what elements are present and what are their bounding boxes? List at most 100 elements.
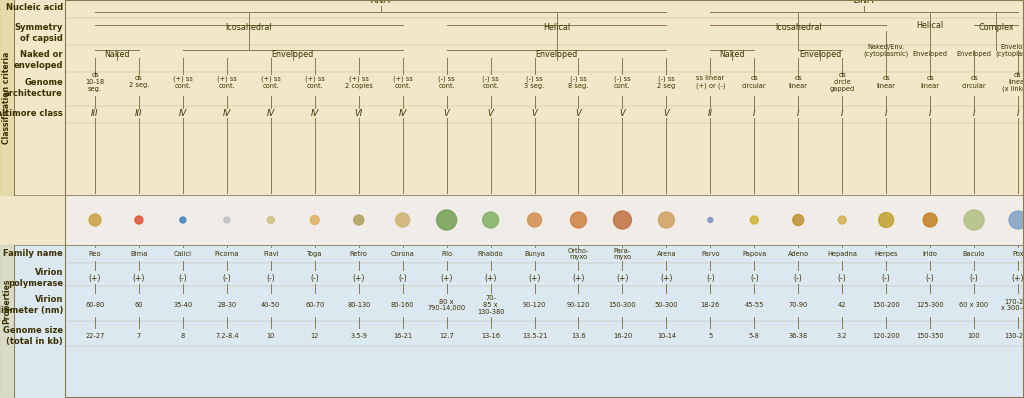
Text: 7: 7 (137, 333, 141, 339)
Text: 13.6: 13.6 (571, 333, 586, 339)
Text: Rhabdo: Rhabdo (478, 251, 504, 257)
Text: Papova: Papova (742, 251, 766, 257)
Text: Naked/Env.
(cytoplasmic): Naked/Env. (cytoplasmic) (863, 43, 908, 57)
Text: 7.2-8.4: 7.2-8.4 (215, 333, 239, 339)
Text: IV: IV (398, 109, 407, 117)
Text: V: V (487, 109, 494, 117)
Text: (+): (+) (528, 273, 541, 283)
Text: Icosahedral: Icosahedral (775, 23, 821, 32)
Text: 125-300: 125-300 (916, 302, 944, 308)
Text: 150-300: 150-300 (608, 302, 636, 308)
Text: Arena: Arena (656, 251, 676, 257)
Text: 130-280: 130-280 (1005, 333, 1024, 339)
Text: V: V (620, 109, 626, 117)
Text: ds
10-18
seg.: ds 10-18 seg. (85, 72, 104, 92)
Text: (-): (-) (926, 273, 935, 283)
Text: Picorna: Picorna (215, 251, 240, 257)
Text: Calici: Calici (174, 251, 191, 257)
Text: 13.5-21: 13.5-21 (522, 333, 547, 339)
Text: IV: IV (179, 109, 187, 117)
Text: 70-90: 70-90 (788, 302, 808, 308)
Text: I: I (797, 109, 800, 117)
Text: Helical: Helical (543, 23, 570, 32)
Circle shape (482, 212, 499, 228)
Text: I: I (1017, 109, 1019, 117)
Circle shape (708, 217, 713, 222)
Text: (+) ss
cont.: (+) ss cont. (393, 75, 413, 89)
Text: 120-200: 120-200 (872, 333, 900, 339)
Text: 16-21: 16-21 (393, 333, 413, 339)
Text: Enveloped
(cytoplasmic): Enveloped (cytoplasmic) (995, 43, 1024, 57)
Text: RNA: RNA (371, 0, 391, 5)
Circle shape (89, 214, 101, 226)
Text: (-): (-) (222, 273, 231, 283)
Text: Enveloped: Enveloped (912, 51, 947, 57)
Text: Parvo: Parvo (701, 251, 720, 257)
Text: Naked: Naked (104, 50, 130, 59)
Text: 60: 60 (135, 302, 143, 308)
Text: (-) ss
cont.: (-) ss cont. (482, 75, 499, 89)
Circle shape (180, 217, 186, 223)
Text: Genome size
(total in kb): Genome size (total in kb) (3, 326, 63, 346)
Text: Retro: Retro (350, 251, 368, 257)
Text: ds
linear: ds linear (788, 76, 808, 88)
Text: (+): (+) (89, 273, 101, 283)
Text: Corona: Corona (391, 251, 415, 257)
Text: VI: VI (354, 109, 362, 117)
Text: V: V (664, 109, 670, 117)
Text: III: III (91, 109, 98, 117)
Text: DNA: DNA (854, 0, 874, 5)
Text: (-) ss
8 seg.: (-) ss 8 seg. (568, 75, 589, 89)
Text: Herpes: Herpes (874, 251, 898, 257)
Text: 90-120: 90-120 (523, 302, 546, 308)
Text: Family name: Family name (3, 250, 63, 258)
Text: Adeno: Adeno (787, 251, 809, 257)
Text: Bunya: Bunya (524, 251, 545, 257)
Text: Reo: Reo (89, 251, 101, 257)
Text: 80-160: 80-160 (391, 302, 415, 308)
Circle shape (793, 215, 804, 226)
Text: 80-130: 80-130 (347, 302, 371, 308)
Text: 80 x
790-14,000: 80 x 790-14,000 (428, 299, 466, 311)
Text: 12: 12 (310, 333, 318, 339)
Text: I: I (929, 109, 932, 117)
Text: III: III (135, 109, 142, 117)
Text: 28-30: 28-30 (217, 302, 237, 308)
Text: 150-350: 150-350 (916, 333, 944, 339)
Text: ds
circular: ds circular (742, 76, 767, 88)
Text: 45-55: 45-55 (744, 302, 764, 308)
Text: 60-70: 60-70 (305, 302, 325, 308)
Text: 100: 100 (968, 333, 980, 339)
Text: (-): (-) (750, 273, 759, 283)
Text: Birna: Birna (130, 251, 147, 257)
Text: Ortho-
myxo: Ortho- myxo (567, 248, 589, 260)
Circle shape (613, 211, 632, 229)
Text: 13-16: 13-16 (481, 333, 500, 339)
Text: (-): (-) (794, 273, 803, 283)
Text: Baltimore class: Baltimore class (0, 109, 63, 117)
Text: 170-200
x 300-450: 170-200 x 300-450 (1001, 299, 1024, 311)
Text: (+): (+) (352, 273, 365, 283)
Text: Toga: Toga (307, 251, 323, 257)
Text: (-) ss
3 seg.: (-) ss 3 seg. (524, 75, 545, 89)
Text: Symmetry
of capsid: Symmetry of capsid (14, 23, 63, 43)
Text: (+): (+) (440, 273, 453, 283)
Text: 5-8: 5-8 (749, 333, 760, 339)
Text: (-) ss
cont.: (-) ss cont. (614, 75, 631, 89)
Text: Filo: Filo (441, 251, 453, 257)
Text: (+): (+) (572, 273, 585, 283)
Text: 10: 10 (266, 333, 275, 339)
Text: (-): (-) (838, 273, 847, 283)
Text: Properties: Properties (2, 279, 11, 324)
Text: Icosahedral: Icosahedral (225, 23, 272, 32)
Circle shape (310, 215, 319, 224)
Text: (+) ss
2 copies: (+) ss 2 copies (345, 75, 373, 89)
Text: V: V (575, 109, 582, 117)
Text: Enveloped: Enveloped (956, 51, 991, 57)
Circle shape (436, 210, 457, 230)
Text: (+): (+) (660, 273, 673, 283)
Text: 10-14: 10-14 (656, 333, 676, 339)
Text: I: I (885, 109, 888, 117)
Text: (-): (-) (970, 273, 978, 283)
Text: IV: IV (310, 109, 318, 117)
